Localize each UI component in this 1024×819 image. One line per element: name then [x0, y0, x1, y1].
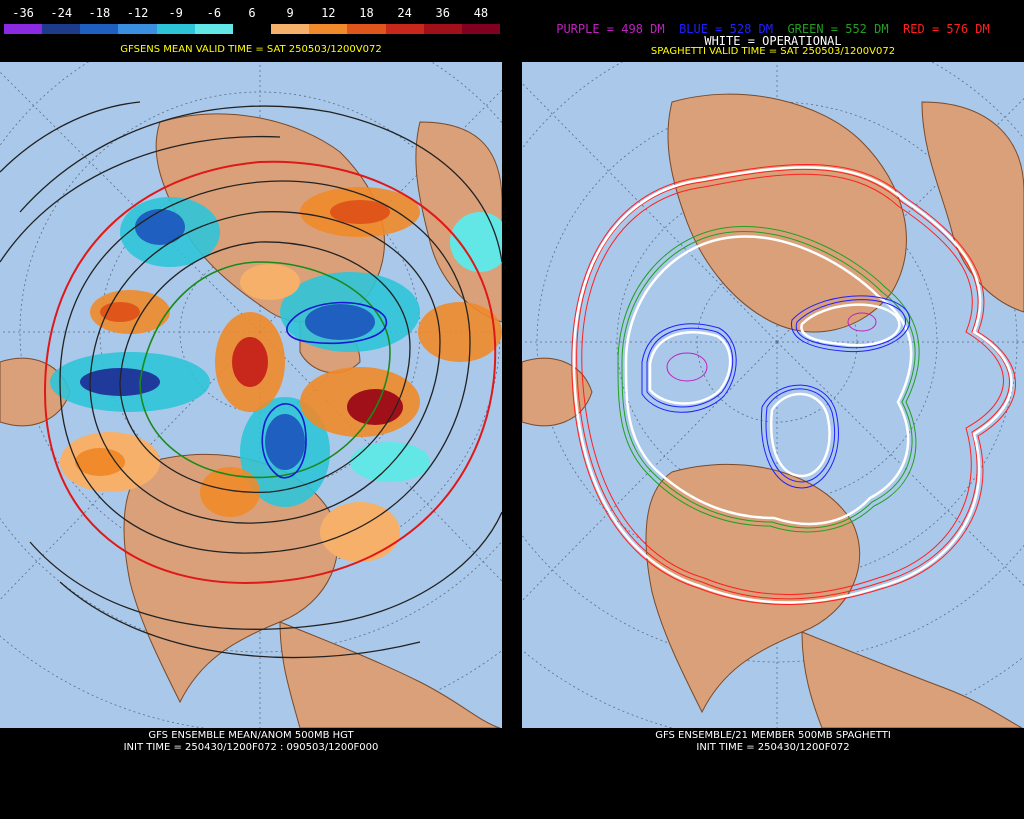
spaghetti-map-canvas	[522, 62, 1024, 728]
scale-tick-label: -18	[88, 6, 111, 20]
scale-swatch	[118, 24, 157, 34]
red-spaghetti	[571, 163, 1016, 605]
anomaly-panel: -36 -24 -18 -12 -9 -6 6 9 12 18 24 36 48 GFSENS MEAN…	[0, 0, 502, 819]
scale-swatch	[156, 24, 195, 34]
spaghetti-panel: PURPLE = 498 DM BLUE = 528 DM GREEN = 55…	[522, 0, 1024, 819]
scale-tick-label: 48	[473, 6, 489, 20]
legend-purple: PURPLE = 498 DM	[556, 22, 665, 36]
land	[522, 93, 1024, 728]
scale-tick-label: 18	[359, 6, 374, 20]
scale-swatch	[461, 24, 501, 34]
scale-tick-label: -24	[50, 6, 73, 20]
mean-footer-title: GFS ENSEMBLE MEAN/ANOM 500MB HGT	[148, 730, 354, 741]
spaghetti-valid-time: SPAGHETTI VALID TIME = SAT 250503/1200V0…	[650, 46, 896, 57]
anomaly-scale-labels: -36 -24 -18 -12 -9 -6 6 9 12 18 24 36 48	[0, 6, 502, 22]
scale-swatch	[271, 24, 310, 34]
height-contours	[0, 101, 502, 659]
legend-white: WHITE = OPERATIONAL	[704, 34, 842, 48]
scale-tick-label: 12	[321, 6, 336, 20]
blue-spaghetti	[641, 295, 911, 489]
scale-swatch	[42, 24, 81, 34]
spaghetti-legend: PURPLE = 498 DM BLUE = 528 DM GREEN = 55…	[522, 22, 1024, 36]
anomaly-map	[0, 62, 502, 728]
scale-swatch	[194, 24, 233, 34]
scale-swatch	[309, 24, 348, 34]
scale-swatch	[232, 24, 272, 34]
green-spaghetti	[617, 226, 920, 533]
scale-tick-label: 6	[248, 6, 256, 20]
anomaly-color-scale	[4, 24, 501, 34]
scale-tick-label: -9	[168, 6, 183, 20]
scale-tick-label: 24	[397, 6, 412, 20]
scale-tick-label: -12	[126, 6, 149, 20]
red-contour	[43, 160, 497, 584]
mean-valid-time: GFSENS MEAN VALID TIME = SAT 250503/1200…	[120, 44, 382, 55]
blue-contour	[261, 301, 388, 479]
legend-blue: BLUE = 528 DM	[679, 22, 773, 36]
scale-swatch	[4, 24, 43, 34]
scale-swatch	[80, 24, 119, 34]
anomaly-shading	[50, 187, 502, 562]
green-contour	[139, 261, 391, 479]
scale-tick-label: -36	[12, 6, 34, 20]
legend-red: RED = 576 DM	[903, 22, 990, 36]
scale-tick-label: 9	[286, 6, 294, 20]
spaghetti-footer-init: INIT TIME = 250430/1200F072	[696, 742, 850, 753]
legend-green: GREEN = 552 DM	[787, 22, 889, 36]
anomaly-map-canvas	[0, 62, 502, 728]
scale-swatch	[423, 24, 462, 34]
scale-tick-label: -6	[206, 6, 222, 20]
scale-tick-label: 36	[435, 6, 450, 20]
spaghetti-footer-title: GFS ENSEMBLE/21 MEMBER 500MB SPAGHETTI	[655, 730, 891, 741]
scale-swatch	[347, 24, 386, 34]
spaghetti-map	[522, 62, 1024, 728]
mean-footer-init: INIT TIME = 250430/1200F072 : 090503/120…	[123, 742, 379, 753]
scale-swatch	[385, 24, 424, 34]
panel-divider	[502, 0, 522, 819]
purple-spaghetti	[666, 312, 877, 382]
